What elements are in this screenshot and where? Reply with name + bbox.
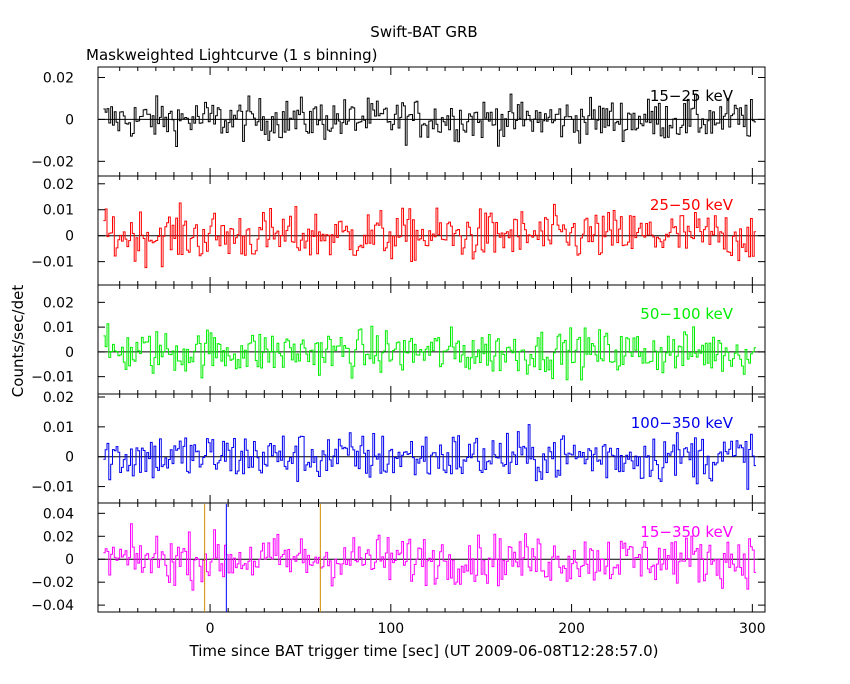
y-tick-label: 0.02 [43, 390, 74, 406]
series-line-1 [103, 93, 756, 147]
y-tick-label: 0 [65, 450, 74, 466]
y-axis-label: Counts/sec/det [9, 285, 27, 398]
series-line-5 [103, 523, 756, 591]
x-axis-label: Time since BAT trigger time [sec] (UT 20… [189, 642, 659, 660]
series-label: 25−50 keV [650, 196, 734, 214]
y-tick-label: 0 [65, 112, 74, 128]
y-tick-label: 0.01 [43, 203, 74, 219]
y-tick-label: 0 [65, 229, 74, 245]
chart-subtitle: Maskweighted Lightcurve (1 s binning) [86, 46, 377, 64]
panel-frame [97, 175, 766, 286]
x-tick-label: 0 [206, 621, 215, 637]
y-tick-label: −0.02 [31, 575, 74, 591]
y-tick-label: 0 [65, 552, 74, 568]
panel-3: 0.02 0.01 0 −0.01 50−100 keV [31, 284, 766, 395]
y-tick-label: −0.01 [31, 480, 74, 496]
x-tick-label: 300 [739, 621, 766, 637]
x-tick-label: 100 [377, 621, 404, 637]
series-label: 15−25 keV [650, 87, 734, 105]
y-tick-label: 0.02 [43, 529, 74, 545]
series-label: 50−100 keV [640, 305, 733, 323]
y-tick-label: −0.04 [31, 598, 74, 614]
panel-frame [97, 284, 766, 395]
series-line-2 [103, 202, 756, 269]
panel-frame [97, 502, 766, 613]
y-tick-label: 0.02 [43, 295, 74, 311]
series-line-3 [103, 323, 756, 381]
y-tick-label: 0.02 [43, 70, 74, 86]
y-tick-label: 0.02 [43, 177, 74, 193]
panel-4: 0.02 0.01 0 −0.01 100−350 keV [31, 390, 766, 504]
panel-1: 0.02 0 −0.02 15−25 keV [31, 66, 766, 177]
y-tick-label: 0.04 [43, 506, 74, 522]
panel-frame [97, 393, 766, 504]
panel-2: 0.02 0.01 0 −0.01 25−50 keV [31, 175, 766, 286]
series-line-4 [103, 424, 756, 490]
panel-frame [97, 66, 766, 177]
series-label: 15−350 keV [640, 523, 733, 541]
y-tick-label: 0.01 [43, 420, 74, 436]
series-label: 100−350 keV [631, 414, 734, 432]
y-tick-label: −0.02 [31, 154, 74, 170]
y-tick-label: 0.01 [43, 320, 74, 336]
y-tick-label: −0.01 [31, 370, 74, 386]
chart-title: Swift-BAT GRB [370, 23, 477, 41]
x-tick-label: 200 [558, 621, 585, 637]
panels-group: 0.02 0 −0.02 15−25 keV 0.02 0.01 0 −0.01 25−50 k… [31, 66, 766, 637]
y-tick-label: −0.01 [31, 255, 74, 271]
panel-5: 0.04 0.02 0 −0.02 −0.04 15−350 keV [31, 502, 766, 614]
y-tick-label: 0 [65, 345, 74, 361]
